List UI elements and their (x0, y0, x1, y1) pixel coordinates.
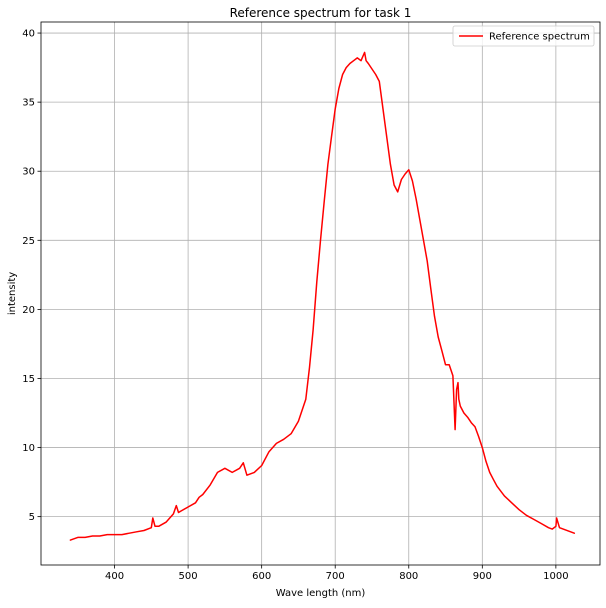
x-tick-label: 1000 (543, 571, 568, 582)
y-tick-label: 40 (22, 29, 35, 40)
y-tick-label: 5 (29, 512, 35, 523)
x-tick-label: 700 (326, 571, 345, 582)
x-tick-label: 600 (252, 571, 271, 582)
legend-label: Reference spectrum (489, 32, 590, 43)
y-tick-label: 15 (22, 374, 35, 385)
y-tick-label: 20 (22, 305, 35, 316)
x-tick-label: 500 (179, 571, 198, 582)
series-layer (69, 51, 576, 541)
legend: Reference spectrum (452, 25, 595, 47)
chart-title: Reference spectrum for task 1 (230, 6, 412, 20)
y-axis-label: intensity (7, 272, 18, 315)
legend-box (452, 25, 595, 47)
x-tick-label: 400 (105, 571, 124, 582)
y-tick-label: 35 (22, 98, 35, 109)
y-tick-label: 25 (22, 236, 35, 247)
y-tick-label: 10 (22, 443, 35, 454)
grid-layer (41, 22, 600, 565)
axes-frame (40, 21, 601, 566)
series-line-reference-spectrum (69, 51, 576, 541)
x-tick-label: 800 (399, 571, 418, 582)
x-axis-label: Wave length (nm) (276, 588, 366, 599)
tick-layer: 400 500 600 700 800 900 1000 5 10 15 20 25 30 35 40 (22, 29, 568, 582)
y-tick-label: 30 (22, 167, 35, 178)
x-tick-label: 900 (473, 571, 492, 582)
